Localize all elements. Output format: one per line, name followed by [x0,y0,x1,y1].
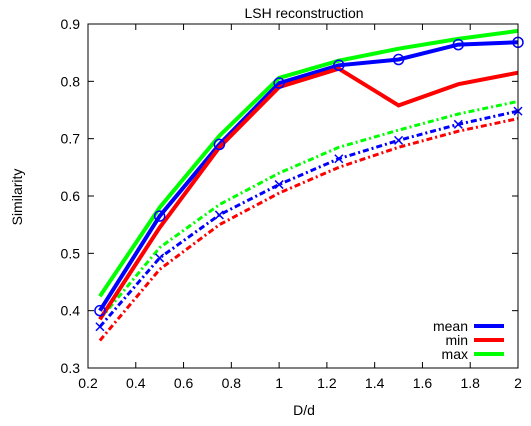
marker-s0-p4 [333,59,345,72]
x-tick-label-5: 1.2 [317,375,337,391]
x-tick-label-3: 0.8 [222,375,242,391]
y-tick-label-3: 0.6 [61,188,81,204]
series-line-3 [98,109,518,328]
marker-s3-p6 [453,119,463,129]
y-tick-label-4: 0.7 [61,131,81,147]
legend-label-mean: mean [433,318,468,334]
y-tick-label-1: 0.4 [61,303,81,319]
x-tick-label-7: 1.6 [413,375,433,391]
marker-s3-p4 [334,154,344,164]
legend-label-max: max [442,346,468,362]
x-axis-title: D/d [293,402,315,418]
x-tick-label-8: 1.8 [460,375,480,391]
axis-ticks [87,23,519,369]
marker-s0-p5 [392,53,405,66]
series-line-4 [98,117,518,342]
series-line-0 [98,40,518,312]
marker-s3-p3 [274,180,284,190]
y-tick-label-0: 0.3 [61,360,81,376]
y-tick-labels: 0.3 0.4 0.5 0.6 0.7 0.8 0.9 [61,16,81,376]
marker-s0-p2 [213,138,226,151]
x-tick-label-1: 0.4 [126,375,146,391]
marker-s3-p0 [95,322,105,332]
legend-label-min: min [445,332,468,348]
series-line-1 [98,66,518,321]
x-tick-labels: 0.2 0.4 0.6 0.8 1 1.2 1.4 1.6 1.8 2 [78,375,522,391]
data-markers [94,36,524,332]
y-tick-label-5: 0.8 [61,73,81,89]
marker-s3-p5 [394,135,404,145]
series-line-5 [98,99,518,321]
marker-s0-p3 [273,77,285,89]
y-axis-title: Similarity [9,169,25,226]
x-tick-label-2: 0.6 [174,375,194,391]
marker-s0-p1 [153,210,166,222]
chart-title: LSH reconstruction [244,5,363,21]
marker-s3-p2 [214,210,224,220]
series-line-2 [98,28,518,298]
x-tick-label-4: 1 [275,375,283,391]
x-tick-label-0: 0.2 [78,375,98,391]
x-tick-label-6: 1.4 [365,375,385,391]
y-tick-label-2: 0.5 [61,245,81,261]
marker-s3-p1 [155,253,165,263]
marker-s0-p6 [452,38,465,51]
x-tick-label-9: 2 [514,375,522,391]
plot-lines [98,28,518,342]
y-tick-label-6: 0.9 [61,16,81,32]
marker-s0-p0 [94,304,106,317]
